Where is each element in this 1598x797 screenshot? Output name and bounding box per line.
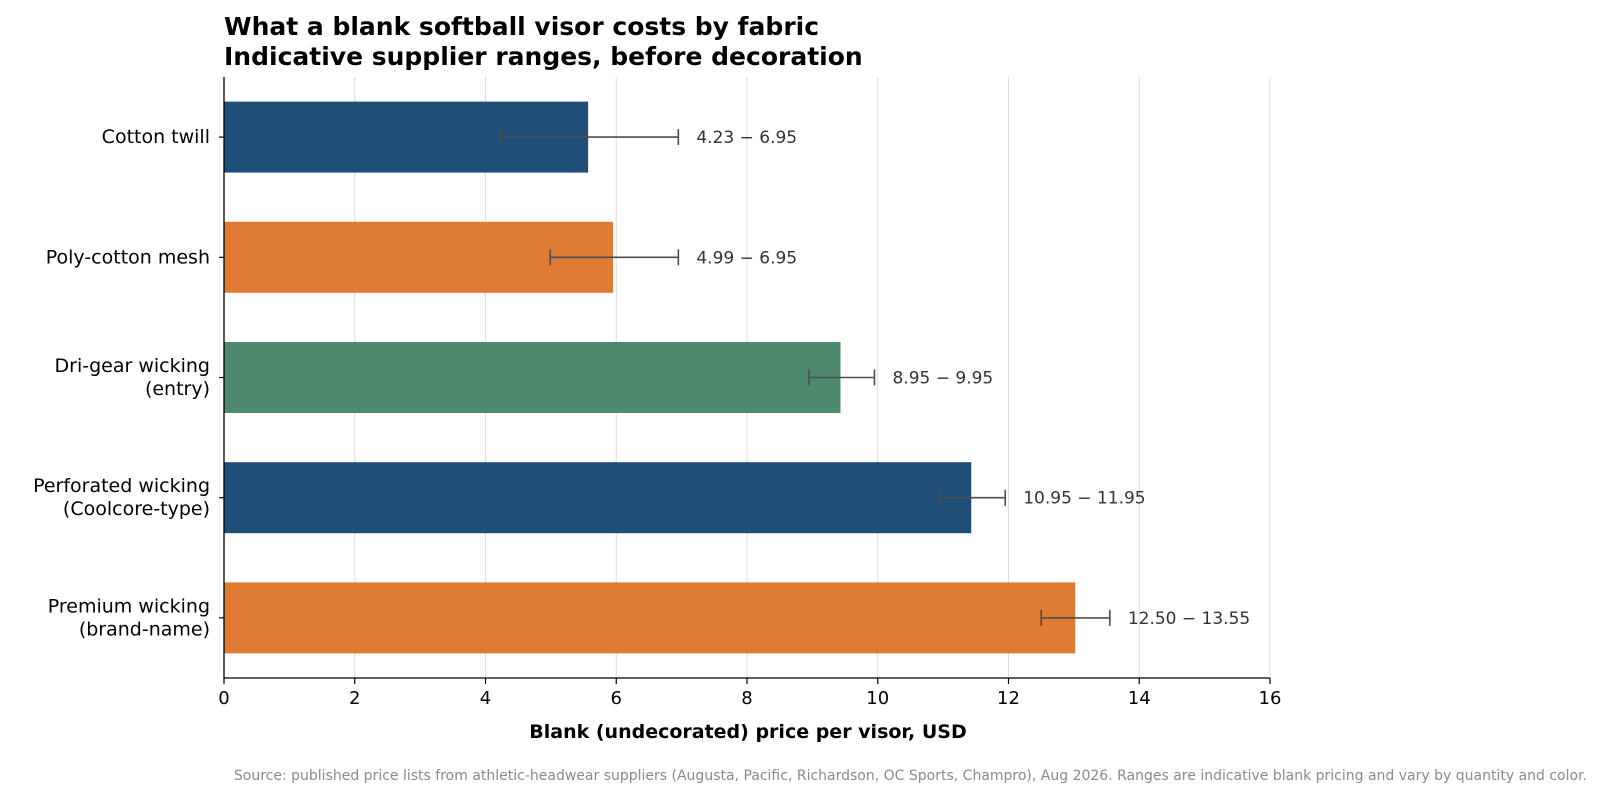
bar	[224, 342, 841, 413]
chart-subtitle: Indicative supplier ranges, before decor…	[224, 42, 863, 71]
range-label: 4.23 − 6.95	[696, 128, 797, 148]
range-label: 8.95 − 9.95	[892, 369, 993, 389]
category-label: Premium wicking	[48, 595, 210, 617]
x-axis: 0 2 4 6 8 10 12 14 16	[218, 677, 1282, 709]
category-label: Perforated wicking	[33, 475, 210, 497]
error-bars	[499, 129, 1111, 626]
x-tick-label: 14	[1128, 688, 1151, 709]
range-label: 4.99 − 6.95	[696, 248, 797, 268]
range-label: 12.50 − 13.55	[1128, 609, 1250, 629]
x-tick-label: 16	[1259, 688, 1282, 709]
x-tick-label: 8	[741, 688, 752, 709]
category-label: Dri-gear wicking	[55, 355, 210, 377]
x-tick-label: 0	[218, 688, 229, 709]
category-label: Poly-cotton mesh	[46, 246, 210, 268]
category-label: (entry)	[145, 378, 210, 400]
category-label: Cotton twill	[102, 126, 210, 148]
bar	[224, 221, 613, 293]
chart-title: What a blank softball visor costs by fab…	[224, 12, 819, 41]
bar	[224, 462, 972, 534]
category-label: (Coolcore-type)	[63, 498, 210, 520]
x-tick-label: 6	[611, 688, 622, 709]
y-axis: Cotton twill Poly-cotton mesh Dri-gear wic…	[33, 77, 225, 678]
x-axis-label: Blank (undecorated) price per visor, USD	[529, 721, 966, 743]
x-tick-label: 10	[866, 688, 889, 709]
x-tick-label: 12	[997, 688, 1020, 709]
range-label: 10.95 − 11.95	[1023, 489, 1145, 509]
source-note: Source: published price lists from athle…	[234, 768, 1587, 784]
bars	[224, 101, 1076, 654]
bar	[224, 582, 1076, 654]
x-tick-label: 2	[349, 688, 360, 709]
category-label: (brand-name)	[79, 618, 210, 640]
x-tick-label: 4	[480, 688, 491, 709]
range-labels: 4.23 − 6.95 4.99 − 6.95 8.95 − 9.95 10.95 −…	[696, 128, 1250, 629]
